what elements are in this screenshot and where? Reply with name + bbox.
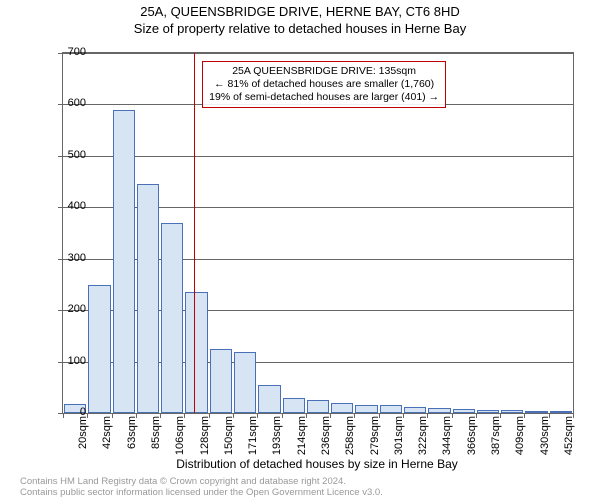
x-tick-label: 236sqm [320,416,332,466]
histogram-bar [331,403,353,413]
x-tick-label: 387sqm [490,416,502,466]
histogram-bar [404,407,426,413]
histogram-bar [477,410,499,413]
reference-line [194,53,195,413]
histogram-bar [113,110,135,413]
grid-line [63,413,573,414]
footer-line2: Contains public sector information licen… [20,487,383,498]
footer-attribution: Contains HM Land Registry data © Crown c… [20,476,383,499]
x-tick-label: 344sqm [441,416,453,466]
x-tick-label: 20sqm [77,416,89,466]
annotation-line2: ← 81% of detached houses are smaller (1,… [209,78,439,91]
histogram-bar [161,223,183,413]
x-tick-label: 322sqm [417,416,429,466]
histogram-bar [307,400,329,413]
x-tick-label: 193sqm [271,416,283,466]
x-tick-label: 279sqm [369,416,381,466]
histogram-bar [258,385,280,413]
histogram-bar [453,409,475,413]
histogram-bar [88,285,110,413]
x-tick-label: 258sqm [344,416,356,466]
x-tick-label: 150sqm [223,416,235,466]
histogram-bar [137,184,159,413]
y-tick-label: 200 [56,303,86,315]
x-tick-label: 85sqm [150,416,162,466]
plot-area: 25A QUEENSBRIDGE DRIVE: 135sqm← 81% of d… [62,52,574,414]
chart-container: 25A, QUEENSBRIDGE DRIVE, HERNE BAY, CT6 … [0,4,600,504]
histogram-bar [355,405,377,413]
histogram-bar [283,398,305,413]
x-tick-label: 452sqm [563,416,575,466]
annotation-line3: 19% of semi-detached houses are larger (… [209,91,439,104]
x-tick-label: 214sqm [296,416,308,466]
x-tick-label: 409sqm [514,416,526,466]
histogram-bar [501,410,523,413]
x-tick-label: 366sqm [466,416,478,466]
histogram-bar [210,349,232,413]
footer-line1: Contains HM Land Registry data © Crown c… [20,476,383,487]
x-tick-label: 301sqm [393,416,405,466]
y-tick-label: 600 [56,97,86,109]
y-tick-label: 100 [56,355,86,367]
x-tick-label: 42sqm [101,416,113,466]
y-tick-label: 300 [56,252,86,264]
x-tick-label: 63sqm [126,416,138,466]
x-tick-label: 106sqm [174,416,186,466]
x-tick-label: 128sqm [199,416,211,466]
chart-title-line2: Size of property relative to detached ho… [0,21,600,36]
x-tick-label: 430sqm [539,416,551,466]
x-tick-label: 171sqm [247,416,259,466]
histogram-bar [525,411,547,413]
histogram-bar [234,352,256,413]
histogram-bar [550,411,572,413]
grid-line [63,156,573,157]
histogram-bar [428,408,450,413]
histogram-bar [185,292,207,413]
y-tick-label: 700 [56,46,86,58]
histogram-bar [380,405,402,413]
annotation-line1: 25A QUEENSBRIDGE DRIVE: 135sqm [209,65,439,78]
grid-line [63,53,573,54]
y-tick-label: 400 [56,200,86,212]
y-tick-label: 500 [56,149,86,161]
chart-title-line1: 25A, QUEENSBRIDGE DRIVE, HERNE BAY, CT6 … [0,4,600,19]
annotation-box: 25A QUEENSBRIDGE DRIVE: 135sqm← 81% of d… [202,61,446,108]
